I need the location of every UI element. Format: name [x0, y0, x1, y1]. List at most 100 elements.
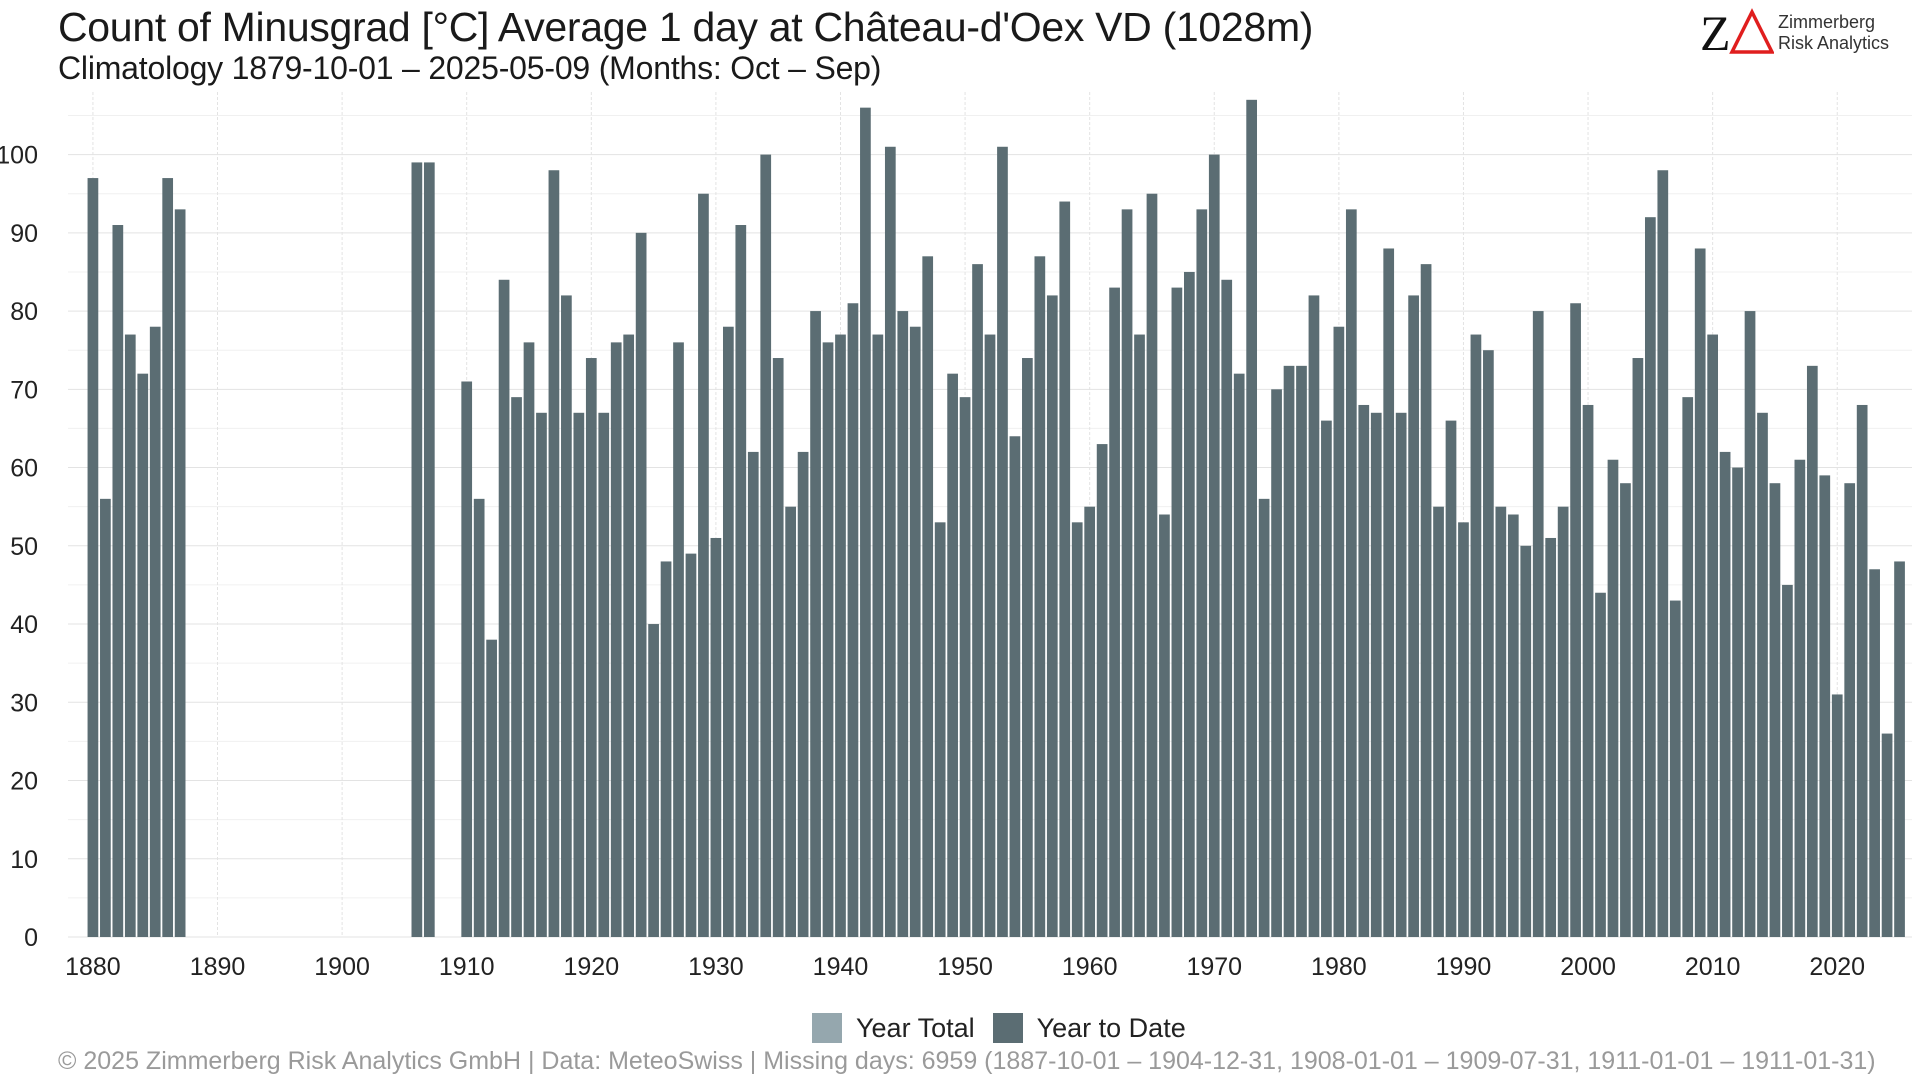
bar-1915 [523, 342, 535, 937]
bar-2009 [1694, 248, 1706, 938]
y-tick-label: 90 [10, 220, 38, 248]
logo-line-1: Zimmerberg [1778, 12, 1876, 32]
bar-1970 [1208, 154, 1220, 937]
bar-1965 [1146, 193, 1158, 938]
x-tick-label: 1980 [1311, 953, 1367, 981]
bar-1948 [934, 522, 946, 937]
x-tick-label: 1970 [1186, 953, 1242, 981]
bar-1995 [1520, 545, 1532, 937]
bar-1925 [648, 624, 659, 937]
bar-1993 [1495, 506, 1507, 937]
bar-1924 [635, 232, 647, 938]
bar-1958 [1059, 201, 1071, 937]
bar-2019 [1819, 475, 1831, 937]
bar-1991 [1470, 334, 1482, 938]
bar-1986 [1408, 295, 1419, 938]
bar-1912 [486, 639, 497, 937]
bar-1939 [822, 342, 834, 937]
legend-label-year-to-date: Year to Date [1036, 1012, 1186, 1043]
bar-2005 [1644, 217, 1656, 937]
bar-1984 [1383, 248, 1395, 938]
bar-1880 [87, 178, 99, 937]
chart-legend: Year Total Year to Date [812, 1010, 1204, 1046]
bar-1933 [747, 451, 759, 937]
bar-1988 [1433, 506, 1444, 937]
bar-2025 [1894, 561, 1905, 937]
bar-2016 [1782, 584, 1793, 937]
x-tick-label: 1930 [688, 953, 744, 981]
y-tick-label: 100 [0, 142, 38, 170]
bar-1998 [1557, 506, 1569, 937]
svg-text:Z: Z [1700, 8, 1731, 58]
bar-1913 [498, 279, 510, 937]
bar-1938 [810, 311, 821, 937]
bar-2011 [1719, 451, 1731, 937]
bar-1981 [1345, 209, 1357, 938]
bar-1910 [461, 381, 473, 938]
y-tick-label: 20 [10, 768, 38, 796]
legend-swatch-year-total [812, 1013, 842, 1043]
bar-1971 [1221, 279, 1233, 937]
bar-1973 [1246, 99, 1258, 937]
chart-subtitle: Climatology 1879-10-01 – 2025-05-09 (Mon… [58, 50, 882, 86]
chart-title: Count of Minusgrad [°C] Average 1 day at… [58, 4, 1314, 50]
bar-1928 [685, 553, 697, 937]
bar-1956 [1034, 256, 1046, 937]
y-tick-label: 50 [10, 533, 38, 561]
bar-1911 [473, 498, 485, 937]
bar-chart: 0 10 20 30 40 50 60 70 80 90 100 1880 1890 1900 1910 19… [0, 92, 1912, 981]
bar-2014 [1757, 412, 1768, 937]
x-tick-label: 1900 [314, 953, 370, 981]
bar-2024 [1881, 733, 1893, 937]
bar-1935 [772, 358, 784, 937]
bar-1969 [1196, 209, 1208, 938]
bar-1974 [1258, 498, 1270, 937]
bar-1994 [1507, 514, 1519, 937]
y-tick-label: 30 [10, 689, 38, 717]
bar-1961 [1096, 444, 1108, 937]
bar-2012 [1732, 467, 1743, 937]
bar-1931 [722, 326, 734, 937]
bar-2010 [1707, 334, 1719, 938]
bar-1932 [735, 225, 747, 937]
bar-2022 [1856, 404, 1868, 937]
bar-1885 [149, 326, 161, 937]
bar-2004 [1632, 358, 1644, 937]
bar-1884 [137, 373, 149, 938]
bar-1936 [785, 506, 797, 937]
bar-1940 [835, 334, 846, 938]
bar-1962 [1109, 287, 1120, 938]
legend-item-year-to-date: Year to Date [992, 1012, 1186, 1044]
bar-1934 [760, 154, 772, 937]
bar-2001 [1595, 592, 1606, 937]
bar-1955 [1022, 358, 1033, 937]
x-tick-label: 2020 [1809, 953, 1865, 981]
bar-1996 [1532, 311, 1544, 937]
bar-1966 [1159, 514, 1170, 937]
bar-1959 [1071, 522, 1083, 937]
bar-2008 [1682, 397, 1694, 937]
x-tick-label: 1920 [563, 953, 619, 981]
bar-1975 [1271, 389, 1282, 937]
bar-1947 [922, 256, 934, 937]
bar-1921 [598, 412, 610, 937]
bar-1929 [698, 193, 709, 938]
bar-2018 [1806, 365, 1818, 937]
x-tick-label: 2000 [1560, 953, 1616, 981]
bar-1944 [884, 146, 896, 937]
bar-1941 [847, 303, 859, 937]
bar-1906 [411, 162, 423, 937]
bar-1957 [1046, 295, 1058, 938]
bar-1977 [1296, 365, 1307, 937]
y-tick-label: 80 [10, 298, 38, 326]
bar-2021 [1844, 483, 1856, 937]
bar-1999 [1570, 303, 1581, 937]
legend-label-year-total: Year Total [856, 1012, 975, 1043]
bar-1923 [623, 334, 635, 938]
bar-1882 [112, 225, 124, 937]
bar-1997 [1545, 537, 1557, 937]
bar-1918 [561, 295, 572, 938]
bar-1920 [585, 358, 597, 937]
bar-1917 [548, 170, 560, 938]
legend-swatch-year-to-date [992, 1013, 1023, 1043]
